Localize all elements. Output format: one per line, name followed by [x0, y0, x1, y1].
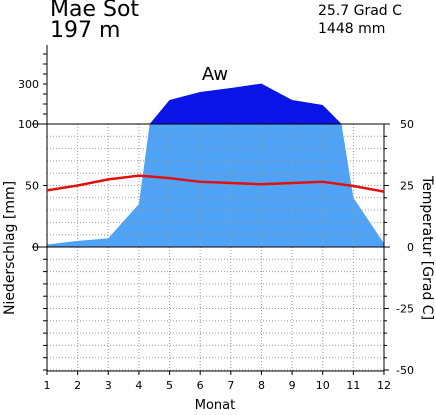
- x-axis-label: Monat: [195, 398, 235, 413]
- right-axis-label: Temperatur [Grad C]: [419, 175, 435, 320]
- right-tick-label: -50: [396, 364, 414, 377]
- x-tick-label: 5: [166, 379, 173, 392]
- x-tick-label: 6: [197, 379, 204, 392]
- left-axis-label: Niederschlag [mm]: [2, 181, 18, 315]
- climate-class-label: Aw: [202, 64, 228, 85]
- x-tick-label: 8: [258, 379, 265, 392]
- left-tick-label: 50: [25, 180, 39, 193]
- excess-precipitation-layer: [149, 83, 342, 124]
- x-tick-label: 1: [44, 379, 51, 392]
- x-tick-label: 9: [289, 379, 296, 392]
- x-tick-label: 10: [316, 379, 330, 392]
- right-tick-label: 0: [407, 241, 414, 254]
- x-tick-label: 3: [105, 379, 112, 392]
- x-tick-label: 4: [135, 379, 142, 392]
- x-tick-label: 11: [346, 379, 360, 392]
- annual-precipitation: 1448 mm: [318, 21, 386, 37]
- left-tick-label: 0: [32, 241, 39, 254]
- axis-labels-layer: Aw Monat Niederschlag [mm] Temperatur [Grad…: [2, 64, 435, 413]
- right-tick-label: 25: [400, 180, 414, 193]
- axes-layer: [32, 45, 390, 372]
- right-tick-label: -25: [396, 303, 414, 316]
- station-name: Mae Sot: [50, 0, 140, 22]
- left-tick-label: 300: [18, 78, 39, 91]
- left-tick-label: 100: [18, 118, 39, 131]
- precipitation-excess-area: [149, 83, 342, 124]
- station-elevation: 197 m: [50, 18, 121, 43]
- mean-temperature: 25.7 Grad C: [318, 3, 402, 19]
- x-tick-label: 2: [74, 379, 81, 392]
- temperature-line: [46, 174, 385, 193]
- x-tick-label: 7: [227, 379, 234, 392]
- x-tick-label: 12: [377, 379, 391, 392]
- temperature-line-layer: [46, 174, 385, 193]
- right-tick-label: 50: [400, 118, 414, 131]
